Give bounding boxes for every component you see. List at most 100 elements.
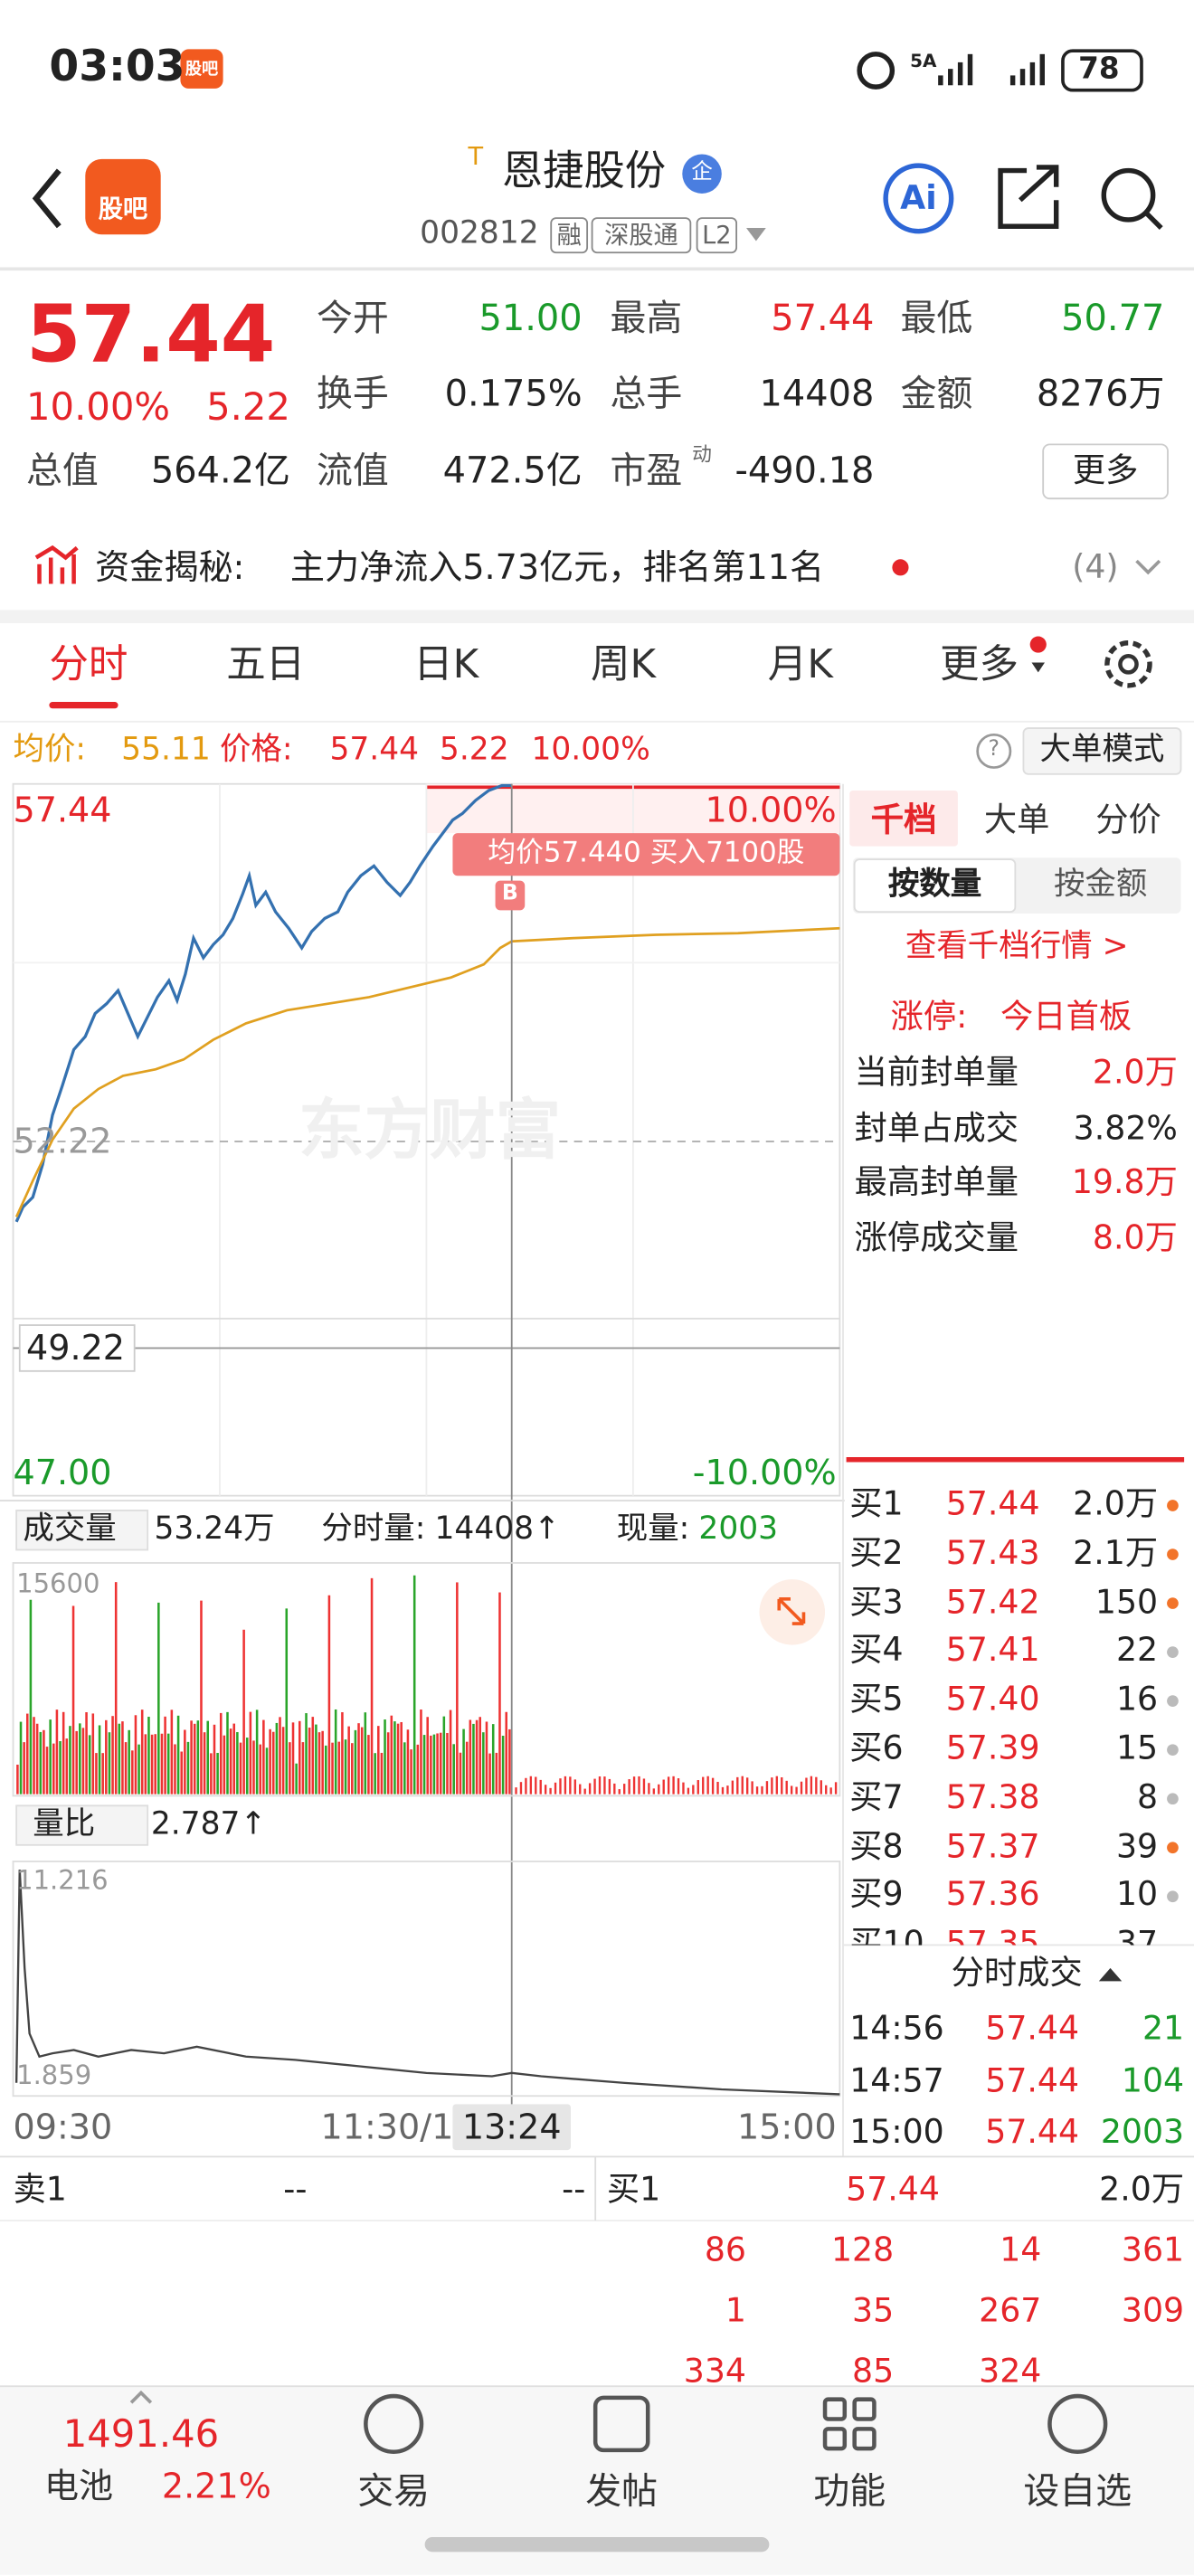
tab[interactable]: 分时: [49, 641, 128, 688]
limit-row-value: 8.0万: [1092, 1217, 1178, 1257]
avg-line: [14, 926, 840, 1217]
trade-icon[interactable]: [364, 2393, 424, 2454]
volume-bar-decor: [105, 1719, 108, 1795]
toggle[interactable]: 按金额: [1053, 866, 1148, 903]
tooltip: 均价57.440 买入7100股: [488, 837, 805, 870]
back-icon[interactable]: [32, 168, 62, 229]
more-button[interactable]: [1042, 443, 1169, 500]
time-end: 15:00: [736, 2107, 837, 2147]
tab[interactable]: 更多: [939, 641, 1019, 688]
chevron[interactable]: [1135, 559, 1161, 575]
volume-bar-decor: [459, 1752, 462, 1795]
share-icon[interactable]: [998, 165, 1059, 229]
limit-row-value: 3.82%: [1073, 1107, 1178, 1147]
pct-value: 10.00%: [531, 731, 650, 768]
volume-bar-decor: [29, 1599, 33, 1795]
capital-text: 主力净流入5.73亿元，排名第11名: [289, 547, 825, 587]
app-name[interactable]: 股吧: [98, 194, 148, 224]
limit-row-label: 涨停成交量: [854, 1217, 1019, 1257]
volume-bar-decor: [281, 1727, 285, 1795]
volume-bar-decor: [508, 1728, 511, 1795]
volume-bar-decor: [628, 1779, 630, 1795]
bid-label: 买7: [849, 1776, 904, 1816]
volume-bar-decor: [321, 1730, 324, 1795]
mode-button[interactable]: [1022, 727, 1182, 775]
help-icon[interactable]: [976, 733, 1012, 769]
volume-bar-decor: [593, 1778, 596, 1795]
bid-volume: 15: [1115, 1728, 1159, 1767]
volume-bar-decor: [390, 1715, 393, 1795]
volume-bar-decor: [196, 1720, 200, 1795]
stat-value: 0.175%: [444, 374, 583, 416]
nav-item[interactable]: 设自选: [1023, 2472, 1132, 2514]
nav-item[interactable]: 交易: [357, 2472, 431, 2514]
volume-bar-decor: [367, 1735, 370, 1795]
bid-price: 57.41: [945, 1630, 1040, 1670]
bid-price: 57.43: [945, 1532, 1040, 1572]
volume-bar-decor: [164, 1716, 166, 1795]
status-app: 股吧: [185, 61, 219, 80]
panel-tab[interactable]: 大单: [983, 799, 1050, 839]
help[interactable]: ?: [988, 737, 1000, 762]
volume-max: 15600: [16, 1567, 100, 1599]
bid-label: 买10: [849, 1923, 924, 1946]
trades-title[interactable]: 分时成交: [951, 1952, 1083, 1993]
red-dot: [1029, 636, 1047, 653]
panel-tab[interactable]: 分价: [1095, 799, 1161, 839]
tab[interactable]: 周K: [590, 641, 657, 688]
volume-bar-decor: [583, 1788, 586, 1795]
volume-bar-decor: [354, 1729, 357, 1795]
tab[interactable]: 日K: [413, 641, 479, 688]
volume-bar-decor: [374, 1753, 376, 1795]
toggle-active[interactable]: [853, 858, 1017, 914]
price-label: 价格:: [219, 731, 293, 768]
volume-bar-decor: [642, 1778, 646, 1795]
volume-bar-decor: [262, 1719, 265, 1795]
ai-icon[interactable]: [883, 163, 954, 234]
volume-select[interactable]: [15, 1510, 149, 1551]
volume-bar-decor: [259, 1744, 262, 1795]
sort-icon[interactable]: [1098, 1967, 1123, 1982]
status-time: 03:03: [49, 43, 185, 92]
volume-bar-decor: [111, 1716, 114, 1795]
book-link[interactable]: 查看千档行情 >: [905, 928, 1129, 965]
ratio-label[interactable]: 量比: [33, 1805, 96, 1842]
panel-tab[interactable]: 千档: [870, 799, 937, 839]
nav-item[interactable]: 发帖: [585, 2472, 659, 2514]
mid-label: 52.22: [13, 1122, 112, 1161]
caret[interactable]: [129, 2390, 153, 2404]
bid-volume: 22: [1115, 1630, 1159, 1670]
ai-button[interactable]: Ai: [900, 177, 937, 218]
tab[interactable]: 五日: [226, 641, 306, 688]
post-icon[interactable]: [592, 2395, 650, 2453]
volume-bar-decor: [176, 1715, 180, 1795]
home-indicator: [424, 2537, 770, 2552]
volume-bar-decor: [529, 1776, 533, 1795]
nav-item[interactable]: 功能: [813, 2472, 886, 2514]
search-icon[interactable]: [1101, 167, 1156, 223]
panel-tab-active[interactable]: [849, 790, 958, 847]
stat-value: 50.77: [1061, 298, 1165, 340]
watchlist-icon[interactable]: [1047, 2393, 1108, 2454]
volume-bar-decor: [436, 1733, 439, 1795]
toggle[interactable]: 按数量: [887, 866, 982, 903]
volume-bar-decor: [495, 1752, 498, 1795]
app-icon[interactable]: [85, 158, 161, 235]
function-icon[interactable]: [822, 2397, 877, 2451]
ratio-select[interactable]: [15, 1804, 149, 1846]
volume-bar-decor: [416, 1744, 420, 1795]
index-value[interactable]: 1491.46: [62, 2413, 220, 2457]
volume-bar-decor: [426, 1717, 429, 1795]
more-button[interactable]: 更多: [1072, 450, 1139, 490]
volume-bar-decor: [298, 1720, 301, 1795]
volume-bar-decor: [184, 1729, 186, 1795]
capital-count[interactable]: (4): [1072, 546, 1119, 587]
tab[interactable]: 月K: [767, 641, 833, 688]
mode-button[interactable]: 大单模式: [1039, 731, 1165, 768]
settings-icon[interactable]: [1104, 640, 1152, 688]
volume-bar-decor: [498, 1592, 501, 1795]
volume-bar-decor: [569, 1776, 572, 1795]
volume-label[interactable]: 成交量: [23, 1511, 117, 1547]
dropdown-icon[interactable]: [746, 228, 766, 242]
